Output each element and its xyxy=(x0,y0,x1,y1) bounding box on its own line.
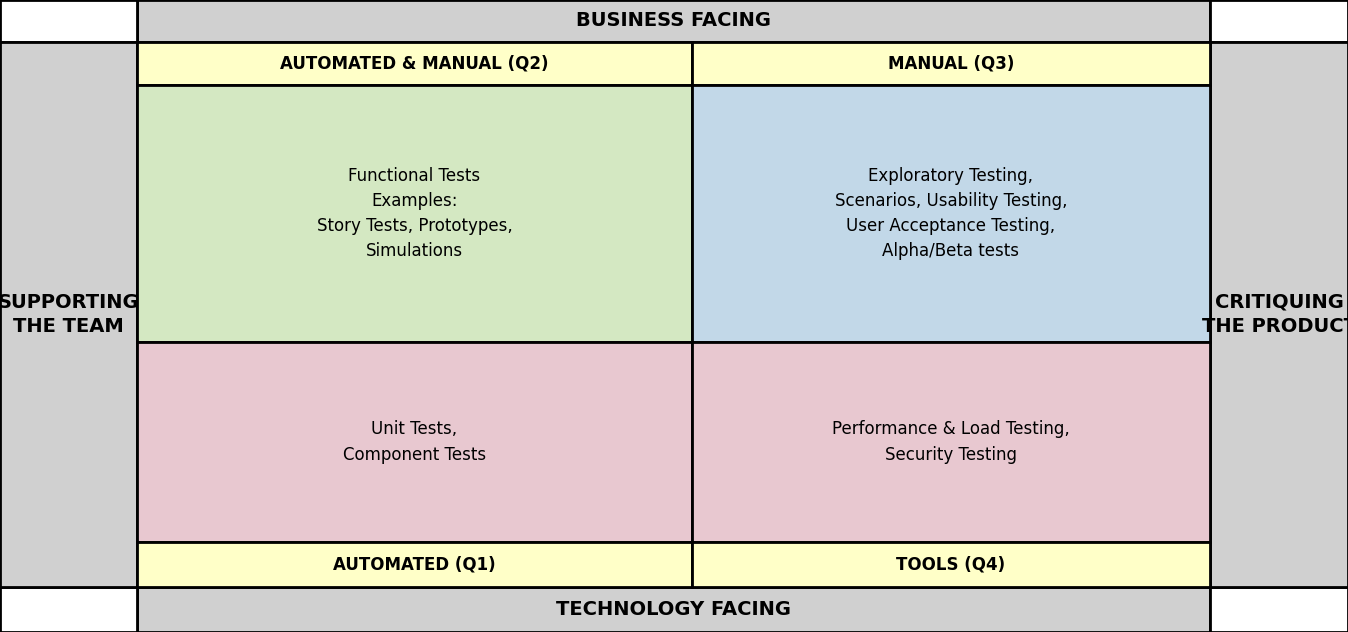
Text: Unit Tests,
Component Tests: Unit Tests, Component Tests xyxy=(342,420,487,463)
Text: Performance & Load Testing,
Security Testing: Performance & Load Testing, Security Tes… xyxy=(832,420,1070,463)
Bar xyxy=(692,85,1211,342)
Text: MANUAL (Q3): MANUAL (Q3) xyxy=(888,54,1014,73)
Text: AUTOMATED (Q1): AUTOMATED (Q1) xyxy=(333,556,496,573)
Bar xyxy=(137,587,1211,632)
Bar xyxy=(0,587,137,632)
Bar xyxy=(137,542,692,587)
Bar xyxy=(137,42,692,85)
Bar xyxy=(692,342,1211,542)
Bar xyxy=(0,42,137,587)
Text: TECHNOLOGY FACING: TECHNOLOGY FACING xyxy=(555,600,791,619)
Bar xyxy=(137,85,692,342)
Text: AUTOMATED & MANUAL (Q2): AUTOMATED & MANUAL (Q2) xyxy=(280,54,549,73)
Bar xyxy=(137,342,692,542)
Bar xyxy=(692,542,1211,587)
Text: BUSINESS FACING: BUSINESS FACING xyxy=(576,11,771,30)
Text: CRITIQUING
THE PRODUCT: CRITIQUING THE PRODUCT xyxy=(1201,293,1348,336)
Bar xyxy=(692,42,1211,85)
Text: Exploratory Testing,
Scenarios, Usability Testing,
User Acceptance Testing,
Alph: Exploratory Testing, Scenarios, Usabilit… xyxy=(834,167,1068,260)
Bar xyxy=(1211,0,1348,42)
Bar xyxy=(0,0,137,42)
Bar xyxy=(137,0,1211,42)
Bar xyxy=(1211,42,1348,587)
Text: TOOLS (Q4): TOOLS (Q4) xyxy=(896,556,1006,573)
Text: Functional Tests
Examples:
Story Tests, Prototypes,
Simulations: Functional Tests Examples: Story Tests, … xyxy=(317,167,512,260)
Bar xyxy=(1211,587,1348,632)
Text: SUPPORTING
THE TEAM: SUPPORTING THE TEAM xyxy=(0,293,139,336)
